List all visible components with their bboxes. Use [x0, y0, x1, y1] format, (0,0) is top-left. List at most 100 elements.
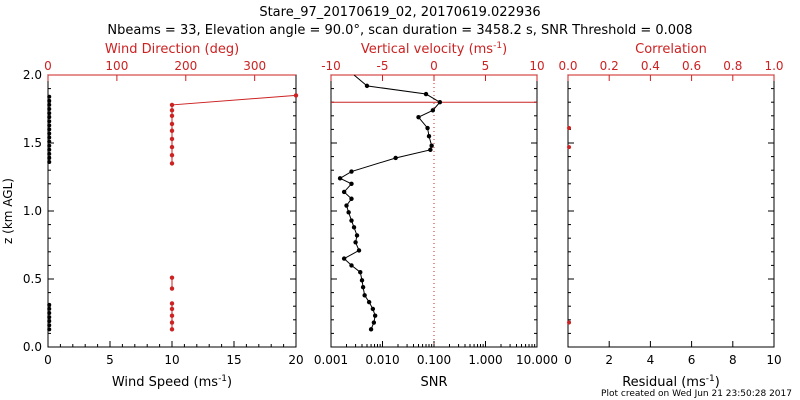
- snr-point: [349, 181, 354, 186]
- snr-point: [337, 176, 343, 181]
- top-tick-label: 0: [44, 59, 52, 73]
- wind-speed-point: [47, 123, 52, 128]
- wind-direction-point: [169, 113, 175, 119]
- snr-point: [371, 320, 377, 325]
- wind-direction-point: [169, 286, 175, 291]
- snr-line: [339, 74, 441, 330]
- snr-point: [393, 155, 398, 161]
- snr-point: [368, 327, 374, 332]
- plot-subtitle: Nbeams = 33, Elevation angle = 90.0°, sc…: [107, 23, 692, 38]
- bottom-tick-label: 8: [729, 353, 737, 367]
- snr-point: [428, 147, 433, 152]
- correlation-panel-frame: [567, 74, 775, 348]
- wind-speed-point: [47, 127, 52, 132]
- bottom-tick-label: 0.100: [417, 353, 451, 367]
- vertical-velocity-axis-title: Vertical velocity (ms-1): [361, 41, 507, 57]
- bottom-tick-label: 1.000: [468, 353, 502, 367]
- wind-direction-point: [169, 102, 175, 108]
- wind-speed-point: [47, 111, 52, 116]
- top-tick-label: 0.0: [558, 59, 577, 73]
- top-tick-label: 300: [243, 59, 266, 73]
- snr-point: [354, 233, 360, 238]
- snr-point: [430, 108, 436, 113]
- snr-point: [353, 240, 358, 245]
- wind-speed-point: [47, 315, 52, 320]
- wind-speed-axis-title-sup: -1: [218, 374, 227, 384]
- y-tick-label: 0.0: [23, 340, 42, 354]
- wind-speed-point: [47, 98, 52, 103]
- top-tick-label: 10: [529, 59, 544, 73]
- top-tick-label: 0.2: [600, 59, 619, 73]
- bottom-tick-label: 0.001: [314, 353, 348, 367]
- top-tick-label: 5: [482, 59, 490, 73]
- top-tick-label: 0.6: [682, 59, 701, 73]
- snr-point: [349, 196, 354, 201]
- wind-speed-point: [47, 131, 52, 136]
- snr-point: [341, 189, 347, 195]
- top-tick-label: -5: [377, 59, 389, 73]
- residual-point: [567, 320, 572, 325]
- vertical-velocity-axis-title-end: ): [502, 42, 507, 57]
- wind-direction-point: [169, 327, 175, 332]
- snr-point: [372, 313, 378, 318]
- wind-direction-point: [169, 121, 175, 127]
- snr-point: [429, 143, 434, 148]
- wind-speed-point: [47, 147, 52, 152]
- wind-direction-line: [171, 94, 297, 164]
- snr-point: [349, 169, 354, 174]
- snr-axis-title: SNR: [420, 375, 447, 390]
- snr-point: [364, 83, 370, 89]
- plot-created-note: Plot created on Wed Jun 21 23:50:28 2017: [601, 389, 792, 399]
- wind-speed-point: [47, 155, 52, 160]
- wind-speed-point: [47, 94, 52, 99]
- wind-speed-axis-title: Wind Speed (ms-1): [112, 374, 232, 390]
- residual-point: [567, 145, 572, 150]
- bottom-tick-label: 5: [106, 353, 114, 367]
- wind-speed-point: [47, 327, 52, 332]
- snr-point: [341, 256, 347, 261]
- wind-direction-point: [169, 153, 175, 158]
- wind-speed-point: [47, 323, 52, 328]
- snr-point: [366, 299, 372, 305]
- wind-speed-axis-title-end: ): [227, 375, 232, 390]
- residual-axis-title-sup: -1: [706, 374, 715, 384]
- wind-direction-axis-title: Wind Direction (deg): [105, 42, 239, 57]
- wind-direction-point: [169, 136, 175, 142]
- y-tick-label: 2.0: [23, 68, 42, 82]
- snr-point: [425, 125, 430, 131]
- top-tick-label: 0.4: [641, 59, 660, 73]
- wind-speed-axis-title-text: Wind Speed (ms: [112, 375, 218, 390]
- wind-speed-point: [47, 115, 52, 120]
- y-axis-label: z (km AGL): [1, 178, 15, 244]
- bottom-tick-label: 15: [226, 353, 241, 367]
- wind-direction-point: [169, 306, 175, 312]
- y-tick-label: 0.5: [23, 272, 42, 286]
- bottom-tick-label: 0: [564, 353, 572, 367]
- snr-point: [349, 218, 354, 223]
- snr-point: [359, 278, 365, 283]
- wind-speed-point: [47, 302, 52, 307]
- snr-point: [426, 134, 432, 139]
- bottom-tick-label: 10: [164, 353, 179, 367]
- bottom-tick-label: 6: [688, 353, 696, 367]
- plot-title: Stare_97_20170619_02, 20170619.022936: [259, 5, 540, 20]
- top-tick-label: 1.0: [764, 59, 783, 73]
- wind-speed-point: [47, 119, 52, 124]
- snr-point: [416, 114, 421, 120]
- snr-point: [423, 91, 429, 97]
- top-tick-label: 0.8: [723, 59, 742, 73]
- snr-point: [356, 248, 362, 253]
- wind-direction-point: [169, 313, 175, 318]
- top-tick-label: -10: [321, 59, 341, 73]
- wind-direction-point: [293, 93, 299, 98]
- bottom-tick-label: 20: [288, 353, 303, 367]
- wind-direction-point: [169, 275, 175, 280]
- snr-point: [370, 306, 376, 312]
- vertical-velocity-axis-title-sup: -1: [493, 41, 502, 51]
- top-tick-label: 100: [105, 59, 128, 73]
- wind-speed-point: [47, 143, 52, 148]
- wind-speed-point: [47, 306, 52, 311]
- wind-speed-point: [47, 107, 52, 111]
- bottom-tick-label: 10: [766, 353, 781, 367]
